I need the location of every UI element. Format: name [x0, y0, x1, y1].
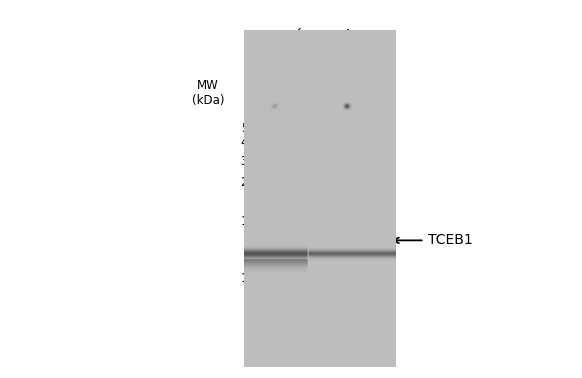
Text: 43: 43: [240, 136, 255, 149]
Text: MW
(kDa): MW (kDa): [192, 79, 224, 107]
Text: 17: 17: [240, 215, 255, 228]
Text: 293T: 293T: [278, 27, 310, 59]
Text: 10: 10: [240, 272, 255, 285]
Text: A431: A431: [328, 26, 360, 59]
Text: TCEB1: TCEB1: [428, 233, 473, 247]
Text: 26: 26: [240, 176, 255, 189]
Text: 34: 34: [240, 155, 255, 168]
Text: 55: 55: [241, 122, 255, 135]
